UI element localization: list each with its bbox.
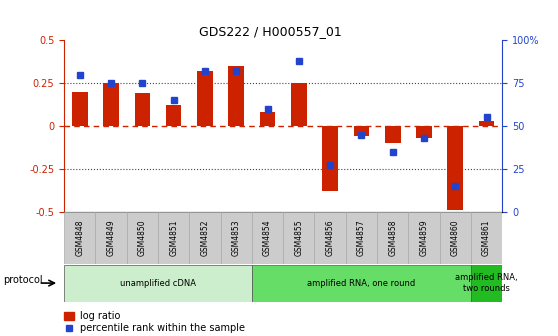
Bar xyxy=(228,66,244,126)
Bar xyxy=(323,126,338,191)
Bar xyxy=(377,212,408,264)
Bar xyxy=(64,264,252,302)
Bar xyxy=(315,212,346,264)
Text: GSM4854: GSM4854 xyxy=(263,219,272,256)
Bar xyxy=(346,212,377,264)
Bar xyxy=(64,212,95,264)
Text: GSM4852: GSM4852 xyxy=(200,219,209,256)
Text: GSM4849: GSM4849 xyxy=(107,219,116,256)
Text: GSM4857: GSM4857 xyxy=(357,219,366,256)
Bar xyxy=(197,71,213,126)
Text: GSM4851: GSM4851 xyxy=(169,219,178,256)
Bar xyxy=(479,121,494,126)
Text: GSM4856: GSM4856 xyxy=(326,219,335,256)
Bar xyxy=(354,126,369,136)
Text: GSM4850: GSM4850 xyxy=(138,219,147,256)
Bar xyxy=(283,212,315,264)
Bar xyxy=(72,92,88,126)
Bar xyxy=(252,264,471,302)
Bar xyxy=(416,126,432,138)
Text: GSM4855: GSM4855 xyxy=(294,219,304,256)
Text: percentile rank within the sample: percentile rank within the sample xyxy=(80,323,245,333)
Bar xyxy=(220,212,252,264)
Text: GSM4860: GSM4860 xyxy=(451,219,460,256)
Bar xyxy=(64,312,74,320)
Text: amplified RNA,
two rounds: amplified RNA, two rounds xyxy=(455,274,518,293)
Bar xyxy=(440,212,471,264)
Bar xyxy=(408,212,440,264)
Bar xyxy=(471,212,502,264)
Bar xyxy=(385,126,401,143)
Bar xyxy=(127,212,158,264)
Bar xyxy=(95,212,127,264)
Text: protocol: protocol xyxy=(3,275,43,285)
Text: GSM4853: GSM4853 xyxy=(232,219,240,256)
Bar xyxy=(134,93,150,126)
Text: GSM4848: GSM4848 xyxy=(75,219,84,256)
Bar xyxy=(189,212,220,264)
Text: log ratio: log ratio xyxy=(80,311,120,321)
Text: amplified RNA, one round: amplified RNA, one round xyxy=(307,279,416,288)
Bar xyxy=(471,264,502,302)
Bar xyxy=(158,212,189,264)
Bar xyxy=(291,83,307,126)
Text: GSM4861: GSM4861 xyxy=(482,219,491,256)
Bar xyxy=(166,106,181,126)
Text: unamplified cDNA: unamplified cDNA xyxy=(120,279,196,288)
Bar xyxy=(259,112,275,126)
Text: GSM4858: GSM4858 xyxy=(388,219,397,256)
Bar xyxy=(252,212,283,264)
Text: GSM4859: GSM4859 xyxy=(420,219,429,256)
Bar xyxy=(103,83,119,126)
Bar xyxy=(448,126,463,210)
Title: GDS222 / H000557_01: GDS222 / H000557_01 xyxy=(199,25,341,38)
